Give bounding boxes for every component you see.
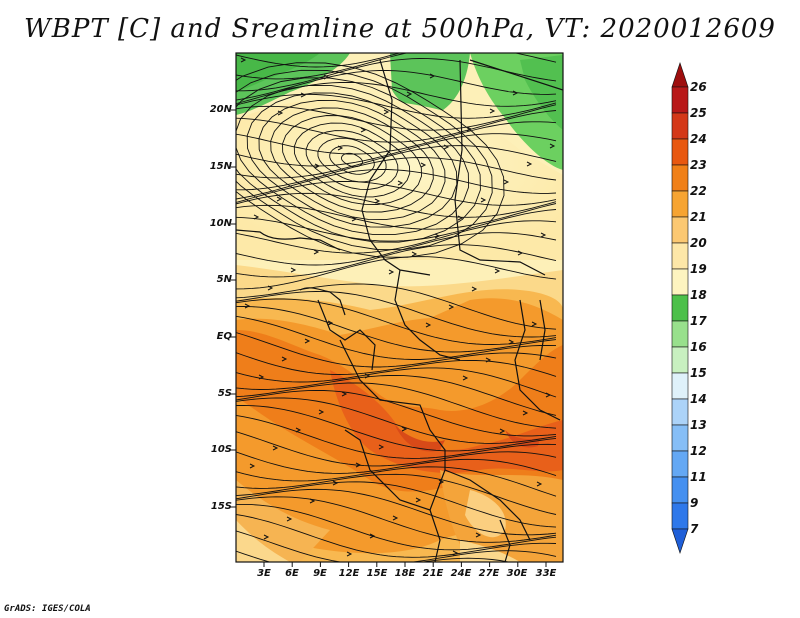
colorbar-box bbox=[671, 424, 689, 452]
lon-label-18e: 18E bbox=[394, 568, 416, 579]
colorbar-box bbox=[671, 320, 689, 348]
colorbar-box bbox=[671, 372, 689, 400]
colorbar-label: 21 bbox=[690, 210, 707, 224]
colorbar-box bbox=[671, 268, 689, 296]
colorbar-label: 20 bbox=[690, 236, 707, 250]
lon-label-30e: 30E bbox=[506, 568, 528, 579]
colorbar-box bbox=[671, 346, 689, 374]
lat-label-5n: 5N bbox=[216, 274, 232, 285]
colorbar-box bbox=[671, 190, 689, 218]
map-frame bbox=[235, 52, 564, 563]
colorbar-box bbox=[671, 138, 689, 166]
colorbar-box bbox=[671, 294, 689, 322]
colorbar-label: 18 bbox=[690, 288, 707, 302]
lat-label-10n: 10N bbox=[209, 218, 232, 229]
credit-text: GrADS: IGES/COLA bbox=[4, 604, 91, 614]
colorbar-label: 9 bbox=[690, 496, 699, 510]
lon-label-33e: 33E bbox=[535, 568, 557, 579]
colorbar-label: 19 bbox=[690, 262, 707, 276]
lon-label-27e: 27E bbox=[478, 568, 500, 579]
lat-label-20n: 20N bbox=[209, 104, 232, 115]
colorbar-label: 16 bbox=[690, 340, 707, 354]
colorbar-box bbox=[671, 450, 689, 478]
lon-label-15e: 15E bbox=[366, 568, 388, 579]
map-title: WBPT [C] and Sreamline at 500hPa, VT: 20… bbox=[24, 14, 776, 44]
lat-label-5s: 5S bbox=[217, 388, 232, 399]
colorbar-label: 26 bbox=[690, 80, 707, 94]
colorbar-label: 17 bbox=[690, 314, 707, 328]
colorbar-label: 24 bbox=[690, 132, 707, 146]
colorbar bbox=[671, 62, 689, 554]
colorbar-label: 23 bbox=[690, 158, 707, 172]
axis-ticks bbox=[231, 109, 547, 567]
colorbar-top-triangle bbox=[671, 62, 689, 88]
colorbar-box bbox=[671, 86, 689, 114]
colorbar-box bbox=[671, 164, 689, 192]
streamlines bbox=[236, 53, 557, 562]
lon-label-3e: 3E bbox=[257, 568, 271, 579]
colorbar-label: 7 bbox=[690, 522, 699, 536]
colorbar-box bbox=[671, 216, 689, 244]
lon-label-24e: 24E bbox=[450, 568, 472, 579]
lon-label-21e: 21E bbox=[422, 568, 444, 579]
lat-label-15n: 15N bbox=[209, 161, 232, 172]
colorbar-label: 13 bbox=[690, 418, 707, 432]
lon-label-12e: 12E bbox=[338, 568, 360, 579]
colorbar-label: 15 bbox=[690, 366, 707, 380]
colorbar-box bbox=[671, 242, 689, 270]
colorbar-box bbox=[671, 398, 689, 426]
wbpt-yellow-band bbox=[236, 98, 563, 261]
lat-label-15s: 15S bbox=[210, 501, 232, 512]
colorbar-label: 14 bbox=[690, 392, 707, 406]
colorbar-label: 25 bbox=[690, 106, 707, 120]
colorbar-box bbox=[671, 476, 689, 504]
colorbar-label: 12 bbox=[690, 444, 707, 458]
lat-label-10s: 10S bbox=[210, 444, 232, 455]
colorbar-bottom-triangle bbox=[671, 528, 689, 554]
colorbar-box bbox=[671, 502, 689, 530]
lon-label-6e: 6E bbox=[285, 568, 299, 579]
colorbar-label: 11 bbox=[690, 470, 707, 484]
wbpt-field bbox=[236, 53, 563, 562]
lon-label-9e: 9E bbox=[313, 568, 327, 579]
colorbar-label: 22 bbox=[690, 184, 707, 198]
lat-label-eq: EQ bbox=[216, 331, 232, 342]
country-borders bbox=[236, 59, 563, 562]
colorbar-box bbox=[671, 112, 689, 140]
